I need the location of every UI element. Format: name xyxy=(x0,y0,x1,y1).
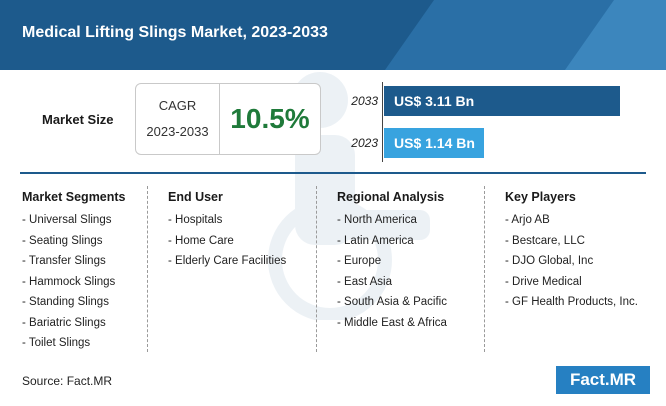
list-item: - Elderly Care Facilities xyxy=(168,255,287,267)
list-item: - Standing Slings xyxy=(22,296,109,308)
title-banner: Medical Lifting Slings Market, 2023-2033 xyxy=(0,0,666,70)
list-item: - DJO Global, Inc xyxy=(505,255,594,267)
column-heading: Market Segments xyxy=(22,190,126,204)
list-item: - Universal Slings xyxy=(22,214,112,226)
cagr-box: CAGR 2023-2033 10.5% xyxy=(135,83,321,155)
list-item: - Toilet Slings xyxy=(22,337,91,349)
list-item: - Transfer Slings xyxy=(22,255,106,267)
cagr-label: CAGR xyxy=(158,98,197,113)
bar-axis xyxy=(382,82,383,162)
column-regional-analysis: Regional Analysis - North America - Latin … xyxy=(337,190,447,333)
column-divider xyxy=(484,186,485,352)
list-item: - Arjo AB xyxy=(505,214,550,226)
list-item: - Drive Medical xyxy=(505,275,582,288)
column-heading: Key Players xyxy=(505,190,576,204)
bar-2023: US$ 1.14 Bn xyxy=(384,128,484,158)
market-size-bar-chart: 2033 US$ 3.11 Bn 2023 US$ 1.14 Bn xyxy=(340,82,640,162)
bar-2033: US$ 3.11 Bn xyxy=(384,86,620,116)
column-heading: Regional Analysis xyxy=(337,190,445,204)
market-size-label: Market Size xyxy=(42,112,114,127)
source-note: Source: Fact.MR xyxy=(22,374,113,388)
list-item: - South Asia & Pacific xyxy=(337,296,447,308)
column-divider xyxy=(147,186,148,352)
list-item: - Latin America xyxy=(337,234,414,247)
list-item: - Europe xyxy=(337,255,382,267)
list-item: - Hospitals xyxy=(168,214,223,226)
page-title: Medical Lifting Slings Market, 2023-2033 xyxy=(22,24,328,41)
column-market-segments: Market Segments - Universal Slings - Seati… xyxy=(22,190,126,354)
section-divider xyxy=(20,172,646,174)
list-item: - GF Health Products, Inc. xyxy=(505,296,638,308)
column-end-user: End User - Hospitals - Home Care - Elderly … xyxy=(168,190,286,272)
list-item: - Hammock Slings xyxy=(22,275,116,288)
fact-mr-logo: Fact.MR xyxy=(556,366,650,394)
column-key-players: Key Players - Arjo AB - Bestcare, LLC - DJO… xyxy=(505,190,638,313)
list-item: - Middle East & Africa xyxy=(337,316,447,329)
list-item: - North America xyxy=(337,214,417,226)
list-item: - Home Care xyxy=(168,234,234,247)
column-divider xyxy=(316,186,317,352)
cagr-period: 2023-2033 xyxy=(146,124,209,139)
list-item: - Bestcare, LLC xyxy=(505,234,585,247)
column-heading: End User xyxy=(168,190,223,204)
list-item: - East Asia xyxy=(337,275,392,288)
bar-year-label: 2023 xyxy=(351,136,378,150)
cagr-divider xyxy=(219,84,220,154)
list-item: - Bariatric Slings xyxy=(22,316,106,329)
bar-year-label: 2033 xyxy=(351,94,378,108)
cagr-value: 10.5% xyxy=(230,103,310,134)
list-item: - Seating Slings xyxy=(22,234,103,247)
cagr-text: CAGR 2023-2033 xyxy=(136,84,219,154)
